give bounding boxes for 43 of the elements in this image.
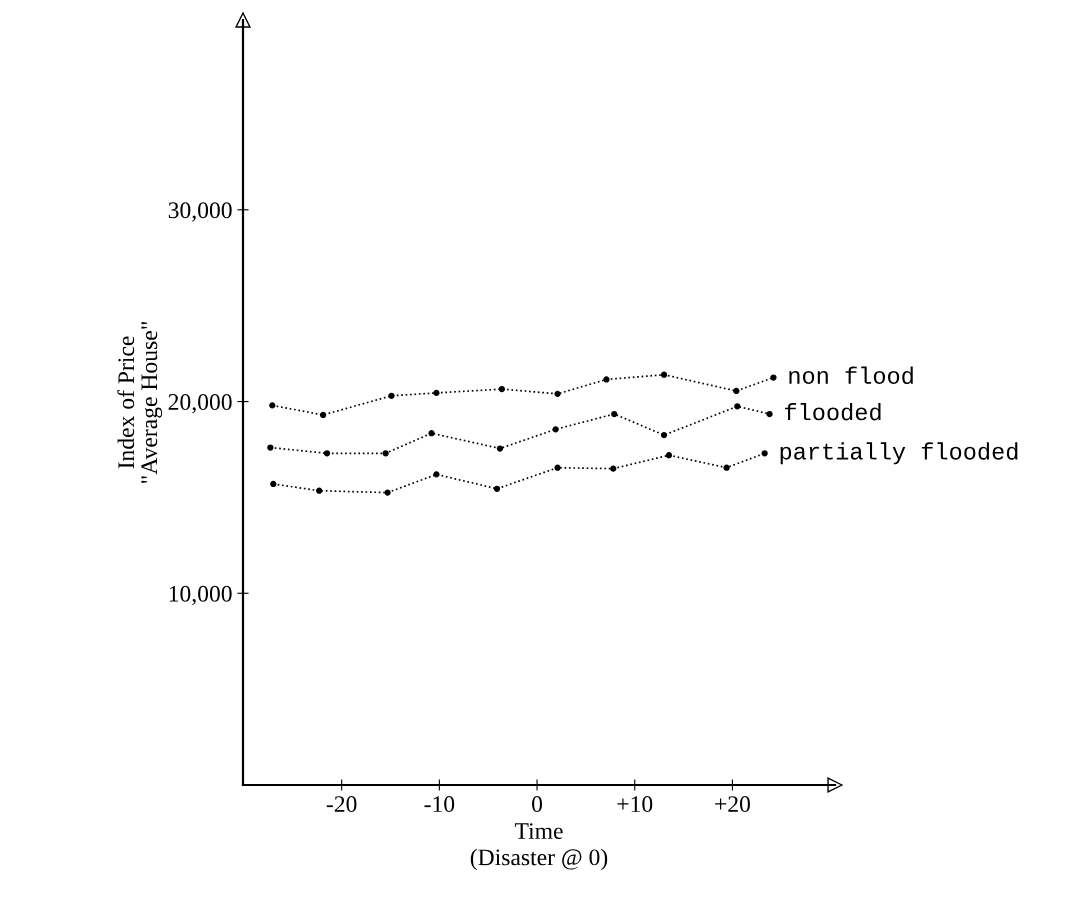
point (554, 464, 561, 471)
point (382, 450, 389, 457)
point (316, 487, 323, 494)
point (498, 385, 506, 393)
point (611, 410, 618, 418)
point (267, 444, 274, 451)
point (552, 426, 559, 433)
point (493, 485, 501, 492)
point (323, 450, 331, 457)
point (734, 403, 741, 410)
series-label: non flood (789, 366, 913, 384)
point (603, 376, 610, 383)
point (733, 387, 740, 395)
point (384, 489, 391, 496)
y-axis-title: Index of Price "Average House" (117, 322, 163, 483)
x-axis-title: Time (Disaster @ 0) (470, 823, 608, 871)
point (761, 450, 768, 457)
point (433, 389, 440, 397)
point (766, 410, 773, 418)
point (428, 430, 435, 437)
x-tick-label: +10 (617, 796, 653, 813)
point (269, 402, 276, 409)
series-label: flooded (785, 403, 881, 421)
series-label: partially flooded (780, 442, 1018, 465)
y-tick-label: 20,000 (168, 394, 232, 414)
point (270, 480, 277, 488)
point (610, 465, 617, 472)
point (496, 445, 504, 452)
point (319, 411, 327, 419)
x-tick-label: 0 (532, 796, 543, 813)
point (660, 431, 668, 439)
x-tick-label: +20 (715, 796, 750, 813)
point (433, 471, 440, 478)
point (723, 464, 730, 471)
y-tick-label: 30,000 (168, 202, 232, 222)
x-tick-label: -20 (326, 796, 357, 813)
point (388, 392, 395, 399)
point (665, 452, 673, 459)
point (660, 371, 668, 378)
y-tick-label: 10,000 (169, 585, 232, 606)
point (554, 390, 561, 397)
point (770, 374, 777, 381)
x-tick-label: -10 (424, 796, 455, 813)
